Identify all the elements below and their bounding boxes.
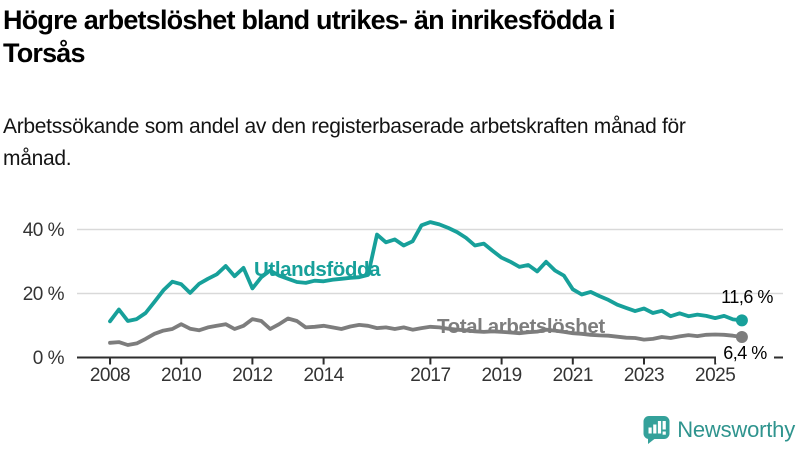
page-title: Högre arbetslöshet bland utrikes- än inr… xyxy=(3,5,616,68)
x-tick-label: 2008 xyxy=(90,365,130,386)
series-line-total xyxy=(108,316,744,347)
series-end-dot-total xyxy=(735,331,748,344)
x-tick-label: 2021 xyxy=(553,365,593,386)
series-label-total: Total arbetslöshet xyxy=(437,315,605,338)
series-end-dot-utlandsfodda xyxy=(735,314,748,327)
page-subtitle: Arbetssökande som andel av den registerb… xyxy=(3,115,686,170)
y-tick-label: 20 % xyxy=(23,284,65,305)
end-value-label-utlandsfodda: 11,6 % xyxy=(721,287,773,307)
y-tick-label: 40 % xyxy=(23,220,65,241)
x-tick-label: 2025 xyxy=(695,365,735,386)
series-line-utlandsfodda xyxy=(108,220,744,324)
x-tick-label: 2019 xyxy=(481,365,521,386)
end-value-label-total: 6,4 % xyxy=(723,343,767,363)
x-tick-label: 2012 xyxy=(232,365,272,386)
newsworthy-chart-bubble-icon xyxy=(643,416,670,444)
x-tick-label: 2014 xyxy=(303,365,344,386)
x-tick-label: 2017 xyxy=(410,365,450,386)
y-tick-label: 0 % xyxy=(33,348,65,369)
x-tick-label: 2023 xyxy=(624,365,664,386)
newsworthy-logo[interactable]: Newsworthy xyxy=(643,415,795,444)
newsworthy-logo-text: Newsworthy xyxy=(677,416,795,442)
x-tick-label: 2010 xyxy=(161,365,201,386)
end-value-label-bg xyxy=(716,345,774,363)
series-label-utlandsfodda: Utlandsfödda xyxy=(254,258,381,281)
